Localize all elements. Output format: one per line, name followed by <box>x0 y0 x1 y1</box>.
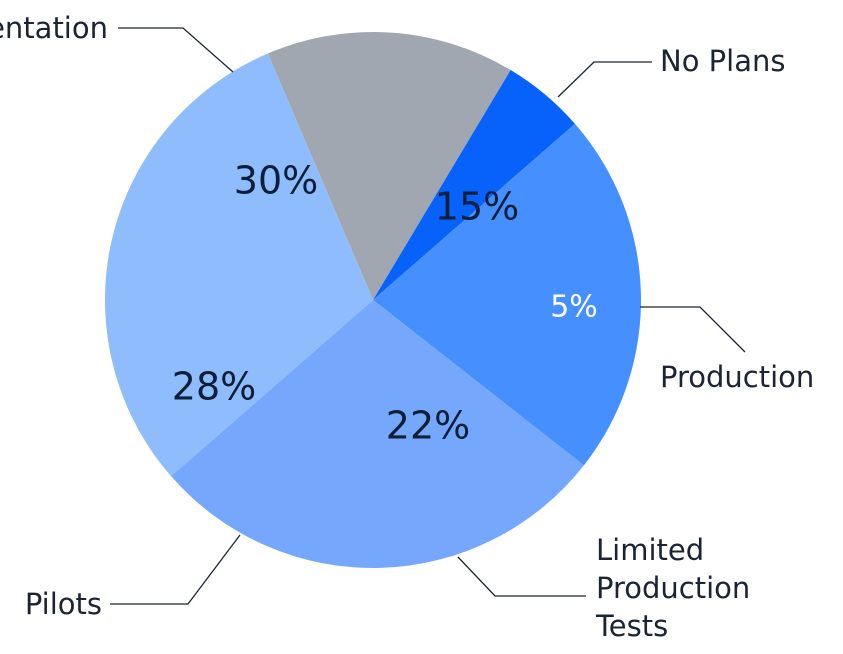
slice-percent-label: 22% <box>386 404 470 448</box>
slice-category-label-line: Tests <box>595 609 668 643</box>
pie-slice <box>267 32 511 301</box>
callout-leader-line <box>557 61 652 98</box>
callout-leader-line <box>118 27 234 73</box>
pie-slice <box>373 70 575 300</box>
slice-category-label: No Plans <box>660 44 785 78</box>
slice-category-label: Pilots <box>25 587 102 621</box>
slice-percent-label: 28% <box>172 365 256 409</box>
callout-leader-line <box>110 534 241 605</box>
slice-category-label-line: Limited <box>596 533 704 567</box>
slice-percent-label: 15% <box>435 185 519 229</box>
slice-category-label: Experimentation <box>0 11 108 45</box>
slice-category-label: Production <box>660 360 814 394</box>
slice-percent-label: 30% <box>234 159 318 203</box>
pie-slice <box>171 300 584 569</box>
callout-leader-line <box>457 556 586 597</box>
slice-percent-label: 5% <box>550 290 598 325</box>
callout-leader-line <box>640 306 746 353</box>
slice-category-label-line: Production <box>596 571 750 605</box>
pie-slice <box>373 123 642 466</box>
slice-category-label: Limited Production Tests <box>595 533 750 643</box>
pie-slice <box>105 53 374 477</box>
